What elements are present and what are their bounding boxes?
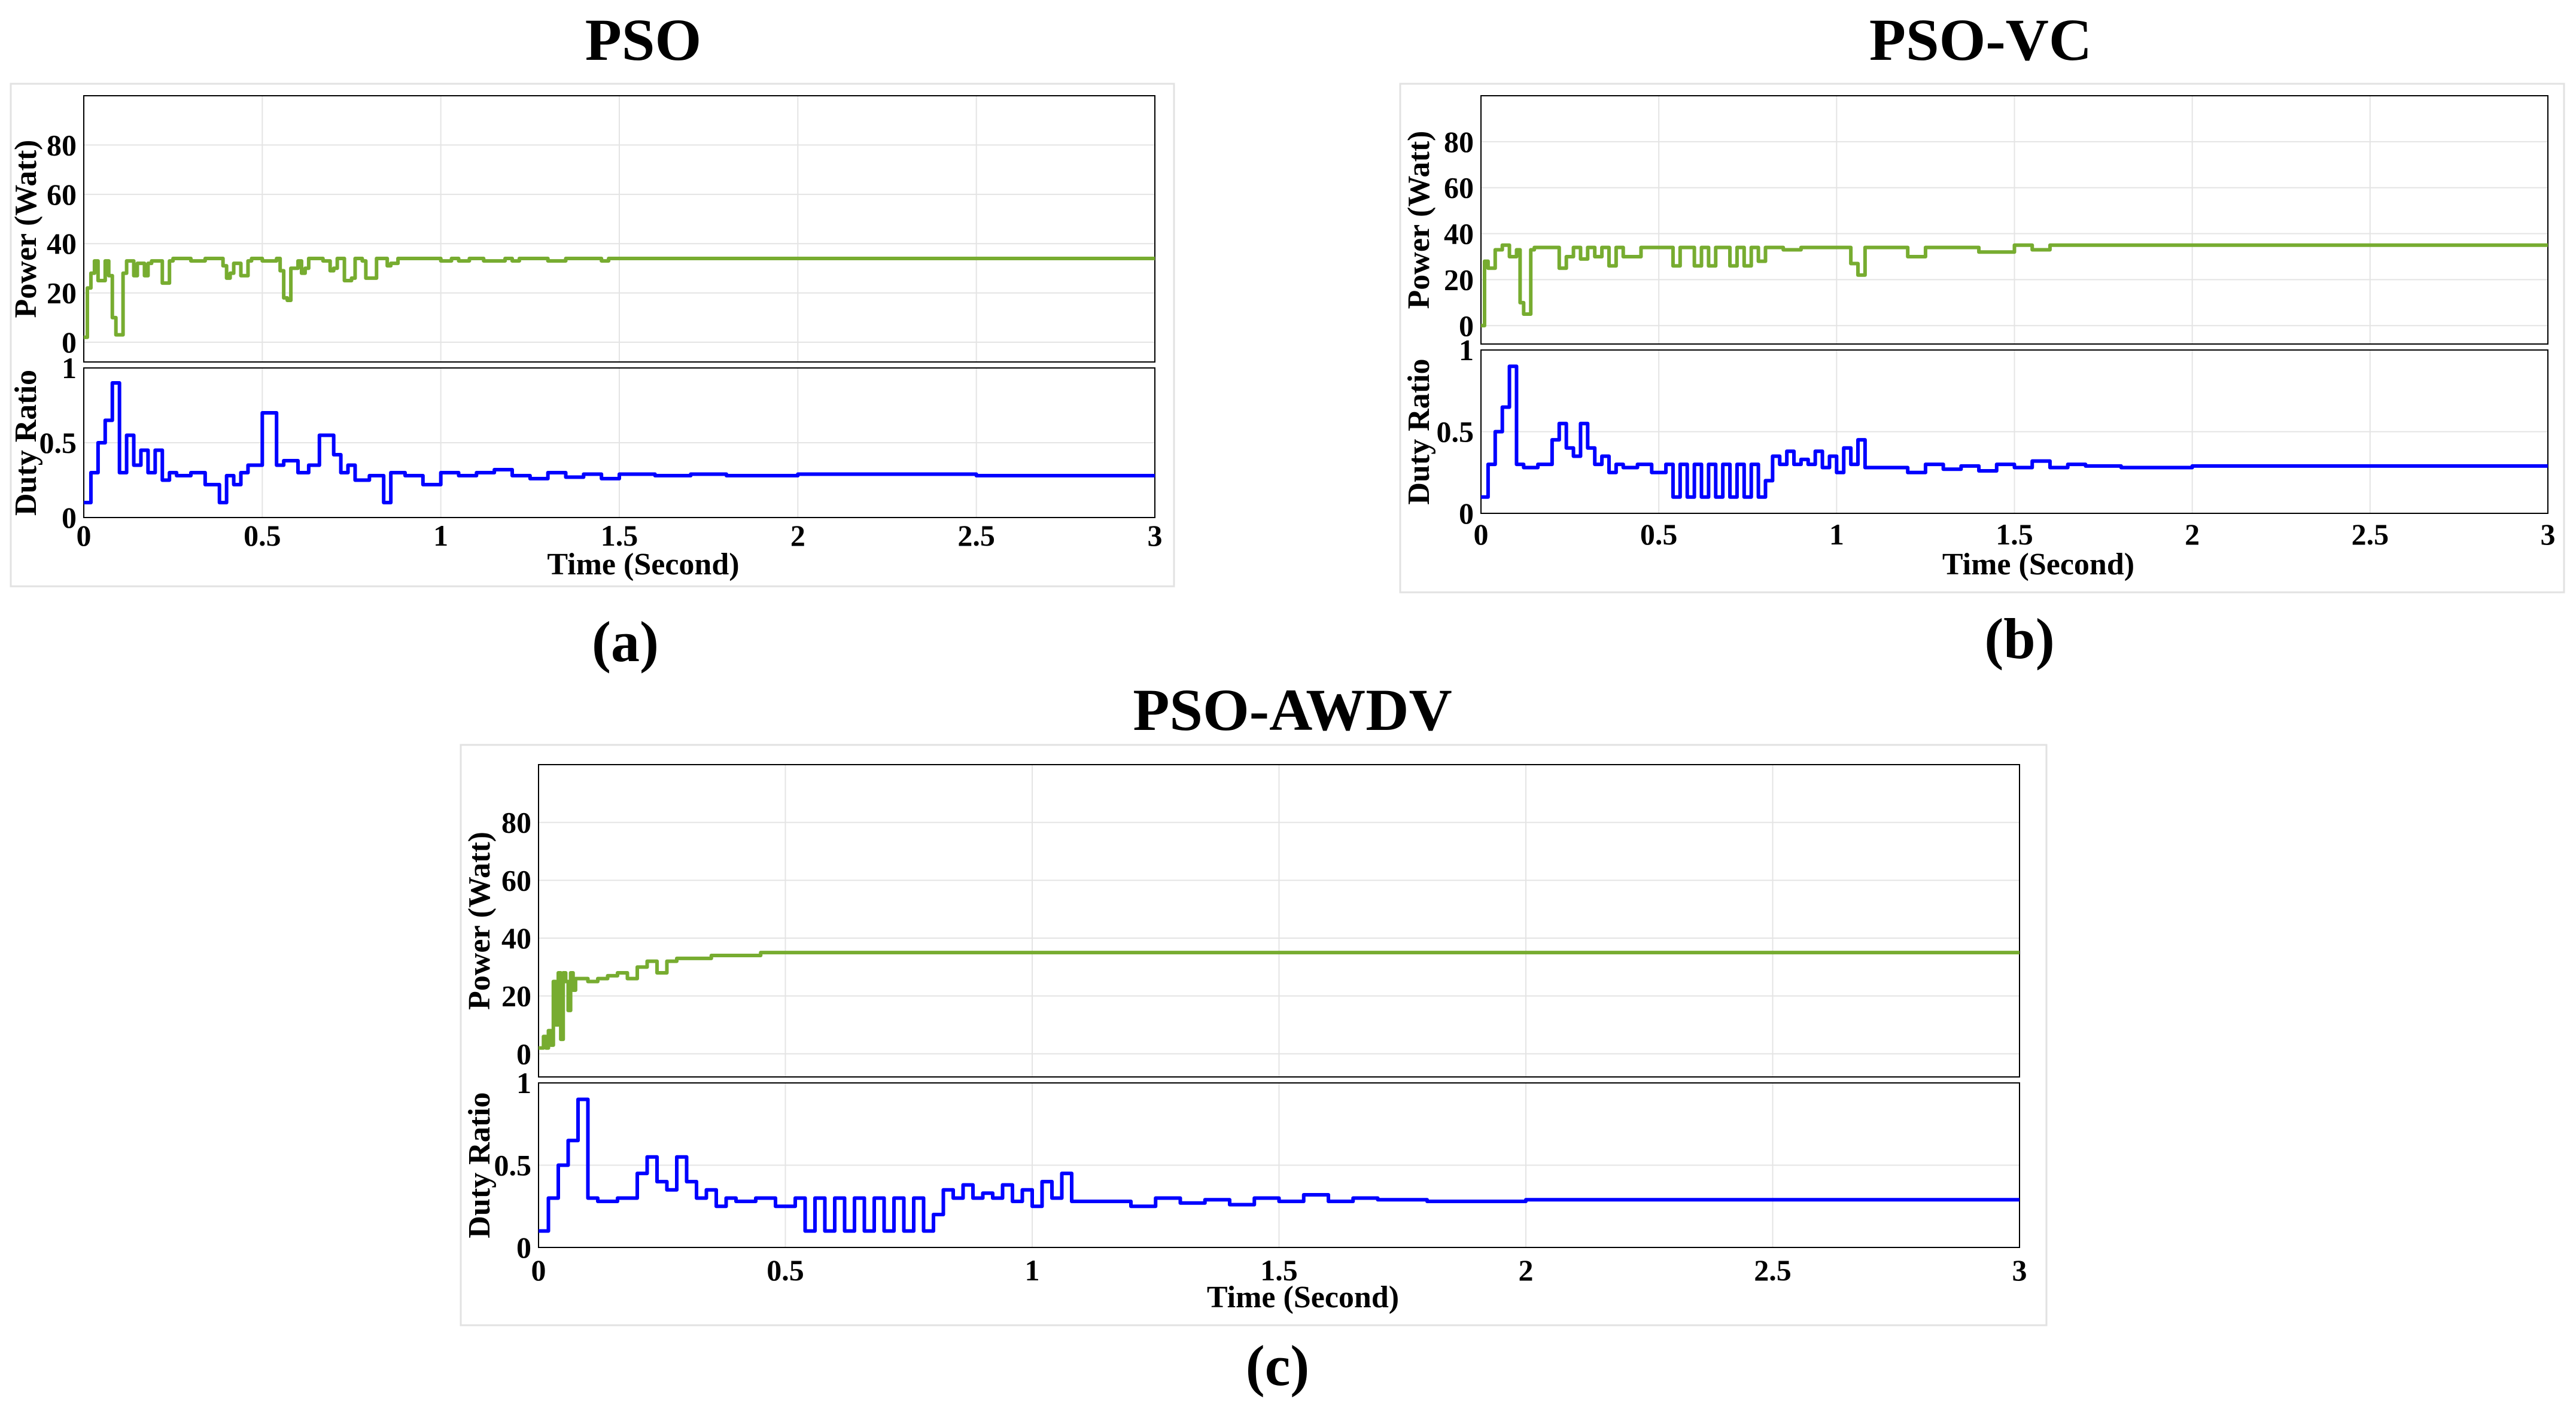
x-axis-label: Time (Second) <box>1207 1280 1399 1314</box>
panel-b-card <box>1399 83 2565 594</box>
caption-a: (a) <box>592 610 659 674</box>
y-tick-label: 60 <box>47 178 77 211</box>
x-tick-label: 2 <box>2185 518 2200 551</box>
x-tick-label: 0.5 <box>1640 518 1678 551</box>
power-series-line <box>1481 243 2548 328</box>
y-tick-label: 0.5 <box>39 426 77 459</box>
duty-y-axis-label: Duty Ratio <box>1402 358 1436 504</box>
panel-a-card <box>10 83 1175 588</box>
panel-c-title: PSO-AWDV <box>1133 677 1452 743</box>
y-tick-label: 20 <box>501 979 531 1013</box>
x-tick-label: 0 <box>77 519 92 552</box>
duty-axes-frame <box>538 1082 2020 1248</box>
y-tick-label: 80 <box>501 806 531 839</box>
y-tick-label: 0 <box>1459 497 1474 530</box>
y-tick-label: 0.5 <box>1437 415 1474 449</box>
duty-series-line <box>1481 364 2548 499</box>
y-tick-label: 0.5 <box>494 1149 532 1182</box>
y-tick-label: 60 <box>501 863 531 897</box>
x-tick-label: 1.5 <box>601 519 638 552</box>
x-tick-label: 1 <box>1829 518 1844 551</box>
y-tick-label: 80 <box>1444 125 1474 159</box>
y-tick-label: 1 <box>1459 333 1474 367</box>
y-tick-label: 40 <box>1444 217 1474 251</box>
y-tick-label: 0 <box>62 501 77 534</box>
y-tick-label: 0 <box>1459 309 1474 342</box>
power-y-axis-label: Power (Watt) <box>9 140 43 318</box>
power-axes-frame <box>83 95 1155 363</box>
y-tick-label: 40 <box>501 921 531 955</box>
power-series-line <box>539 951 2020 1050</box>
x-tick-label: 1 <box>1025 1253 1040 1287</box>
y-tick-label: 1 <box>62 351 77 385</box>
panel-c-card <box>460 744 2048 1326</box>
caption-c: (c) <box>1246 1334 1310 1398</box>
duty-series-line <box>539 1097 2020 1233</box>
x-axis-label: Time (Second) <box>1942 547 2134 582</box>
power-y-axis-label: Power (Watt) <box>1402 131 1436 309</box>
x-tick-label: 0 <box>1474 518 1489 551</box>
x-tick-label: 2 <box>1519 1253 1534 1287</box>
x-tick-label: 1.5 <box>1260 1253 1298 1287</box>
x-tick-label: 1 <box>433 519 448 552</box>
power-axes-frame <box>538 764 2020 1078</box>
x-tick-label: 1.5 <box>1996 518 2033 551</box>
duty-y-axis-label: Duty Ratio <box>9 370 43 516</box>
y-tick-label: 0 <box>516 1037 531 1070</box>
panel-a-title: PSO <box>585 7 701 73</box>
y-tick-label: 1 <box>516 1066 531 1100</box>
panel-b-title: PSO-VC <box>1869 7 2092 73</box>
y-tick-label: 80 <box>47 128 77 162</box>
power-axes-frame <box>1480 95 2548 345</box>
y-tick-label: 20 <box>47 276 77 310</box>
x-tick-label: 0 <box>531 1253 546 1287</box>
y-tick-label: 20 <box>1444 263 1474 296</box>
x-tick-label: 2.5 <box>957 519 995 552</box>
duty-series-line <box>84 381 1155 504</box>
power-series-line <box>84 256 1155 339</box>
duty-y-axis-label: Duty Ratio <box>463 1092 497 1238</box>
x-axis-label: Time (Second) <box>547 547 739 582</box>
x-tick-label: 2 <box>790 519 805 552</box>
x-tick-label: 3 <box>2541 518 2556 551</box>
y-tick-label: 40 <box>47 227 77 260</box>
x-tick-label: 0.5 <box>767 1253 804 1287</box>
y-tick-label: 60 <box>1444 171 1474 205</box>
y-tick-label: 0 <box>516 1231 531 1264</box>
x-tick-label: 2.5 <box>1754 1253 1792 1287</box>
x-tick-label: 0.5 <box>244 519 281 552</box>
duty-axes-frame <box>1480 349 2548 514</box>
y-tick-label: 0 <box>62 325 77 359</box>
x-tick-label: 3 <box>2012 1253 2027 1287</box>
duty-axes-frame <box>83 367 1155 518</box>
x-tick-label: 2.5 <box>2352 518 2389 551</box>
power-y-axis-label: Power (Watt) <box>463 832 497 1010</box>
caption-b: (b) <box>1984 607 2054 671</box>
x-tick-label: 3 <box>1148 519 1163 552</box>
